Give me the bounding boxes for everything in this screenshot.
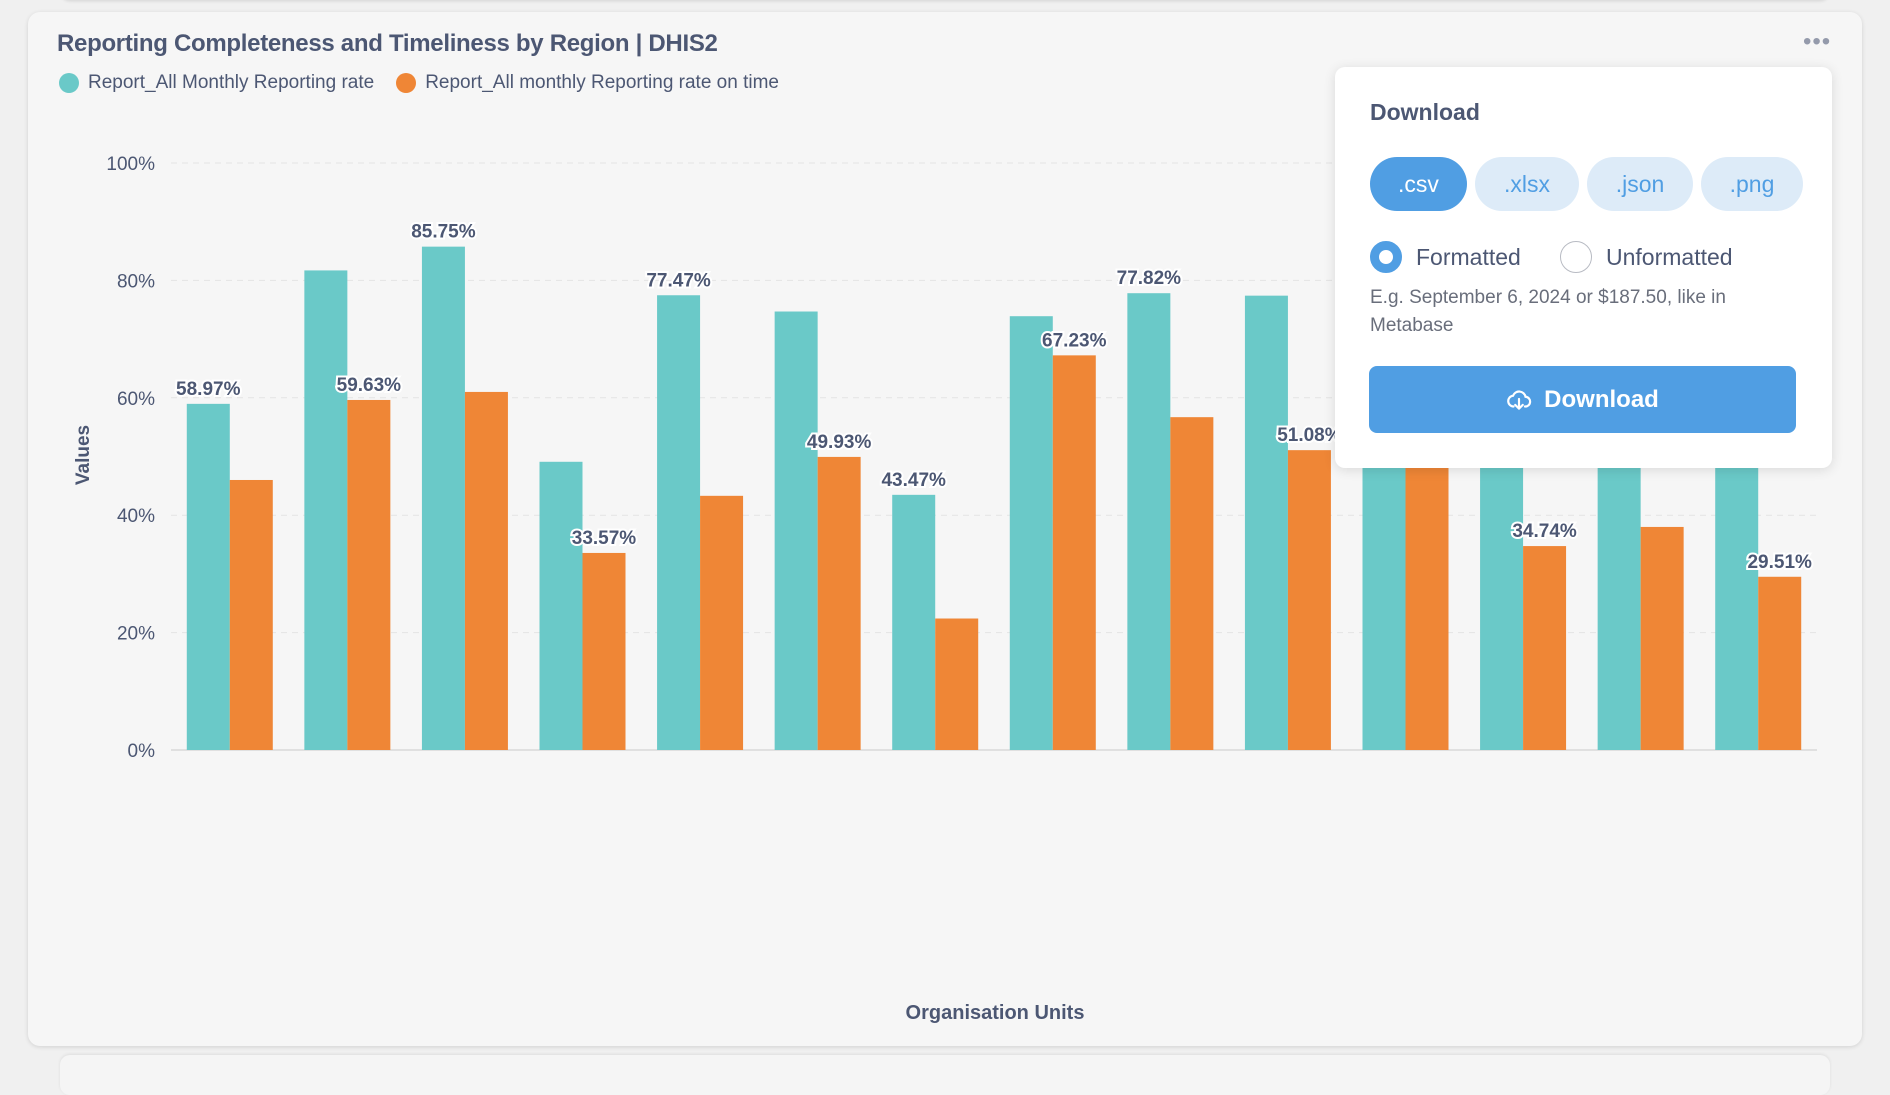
data-label: 77.82%	[1117, 268, 1182, 289]
formatted-radio[interactable]: Formatted	[1370, 241, 1521, 273]
next-card	[60, 1055, 1830, 1095]
bar-reporting-rate	[892, 494, 936, 750]
format-help-text: E.g. September 6, 2024 or $187.50, like …	[1370, 287, 1726, 336]
radio-label: Formatted	[1416, 243, 1521, 270]
bar-reporting-rate	[1127, 293, 1171, 750]
x-tick-label: Oromia Region	[1071, 760, 1180, 861]
y-tick-label: 20%	[117, 624, 155, 645]
y-tick-label: 80%	[117, 271, 155, 292]
download-popover: Download .csv .xlsx .json .png Formatted…	[1335, 67, 1832, 468]
format-csv-button[interactable]: .csv	[1370, 157, 1467, 211]
x-tick-label: Gambella Region	[821, 760, 944, 874]
format-json-button[interactable]: .json	[1587, 157, 1693, 211]
bar-reporting-rate	[1244, 295, 1288, 750]
x-tick-label: Afar Region	[267, 760, 356, 843]
data-label: 85.75%	[411, 222, 476, 243]
card-title[interactable]: Reporting Completeness and Timeliness by…	[57, 30, 718, 57]
y-axis-title: Values	[73, 425, 94, 485]
bar-on-time-rate	[1758, 576, 1802, 750]
data-label: 43.47%	[881, 470, 946, 491]
bar-reporting-rate	[774, 311, 818, 750]
y-tick-label: 100%	[106, 154, 155, 175]
legend: Report_All Monthly Reporting rate Report…	[59, 72, 779, 94]
download-button-label: Download	[1544, 385, 1659, 413]
data-label: 51.08%	[1277, 425, 1342, 446]
x-axis-title: Organisation Units	[906, 1002, 1085, 1024]
bar-on-time-rate	[935, 618, 979, 750]
bar-on-time-rate	[1052, 355, 1096, 750]
data-label: 33.57%	[572, 528, 637, 549]
x-tick-label: Amhara Region	[361, 760, 474, 865]
bar-on-time-rate	[229, 479, 273, 750]
y-tick-label: 60%	[117, 389, 155, 410]
radio-label: Unformatted	[1606, 243, 1733, 270]
bar-on-time-rate	[582, 552, 626, 750]
data-label: 67.23%	[1042, 330, 1107, 351]
legend-label: Report_All Monthly Reporting rate	[88, 72, 375, 93]
format-png-button[interactable]: .png	[1701, 157, 1803, 211]
x-tick-label: Dire Dawa City Administration	[626, 760, 827, 944]
unformatted-radio[interactable]: Unformatted	[1560, 241, 1733, 273]
bar-on-time-rate	[1405, 465, 1449, 750]
x-tick-label: Tigray Region	[1666, 760, 1768, 855]
x-tick-label: South Ethiopia Region	[1378, 760, 1533, 902]
data-label: 34.74%	[1512, 521, 1577, 542]
x-tick-label: Harari Region	[961, 760, 1062, 854]
cloud-download-icon	[1507, 389, 1532, 410]
x-tick-label: Somali Region	[1309, 760, 1415, 858]
data-label: 59.63%	[337, 375, 402, 396]
data-label: 29.51%	[1747, 552, 1812, 573]
bar-on-time-rate	[1287, 450, 1331, 750]
radio-checked-icon	[1370, 241, 1402, 273]
data-label: 49.93%	[807, 432, 872, 453]
bar-on-time-rate	[817, 456, 861, 750]
bar-reporting-rate	[186, 403, 230, 750]
format-xlsx-button[interactable]: .xlsx	[1475, 157, 1579, 211]
data-label: 58.97%	[176, 379, 241, 400]
x-tick-label: Addis Ababa City Administration	[24, 760, 239, 957]
bar-on-time-rate	[1170, 417, 1214, 750]
bar-reporting-rate	[304, 270, 348, 750]
radio-unchecked-icon	[1560, 241, 1592, 273]
legend-item-on-time-rate[interactable]: Report_All monthly Reporting rate on tim…	[396, 72, 779, 94]
x-tick-label: South West Ethiopia Region	[1460, 760, 1650, 934]
data-label: 77.47%	[646, 270, 711, 291]
legend-dot-icon	[59, 73, 79, 93]
bar-on-time-rate	[700, 495, 744, 750]
x-tick-label: Benishangul Gumuz Region	[402, 760, 592, 934]
bar-reporting-rate	[657, 295, 701, 750]
x-tick-label: Sidama Region	[1187, 760, 1298, 863]
bar-reporting-rate	[421, 246, 465, 750]
legend-label: Report_All monthly Reporting rate on tim…	[425, 72, 779, 93]
legend-item-reporting-rate[interactable]: Report_All Monthly Reporting rate	[59, 72, 374, 94]
y-tick-label: 40%	[117, 506, 155, 527]
bar-on-time-rate	[1523, 546, 1567, 750]
bar-reporting-rate	[539, 461, 583, 750]
x-tick-label: Central Ethiopian region	[544, 760, 710, 912]
bar-on-time-rate	[1640, 526, 1684, 750]
legend-dot-icon	[396, 73, 417, 93]
ellipsis-icon[interactable]: •••	[1803, 28, 1832, 55]
bar-on-time-rate	[464, 391, 508, 750]
popover-title: Download	[1370, 99, 1480, 125]
bar-on-time-rate	[347, 399, 391, 750]
download-button[interactable]: Download	[1369, 366, 1796, 433]
bar-reporting-rate	[1009, 316, 1053, 750]
y-tick-label: 0%	[128, 741, 156, 762]
